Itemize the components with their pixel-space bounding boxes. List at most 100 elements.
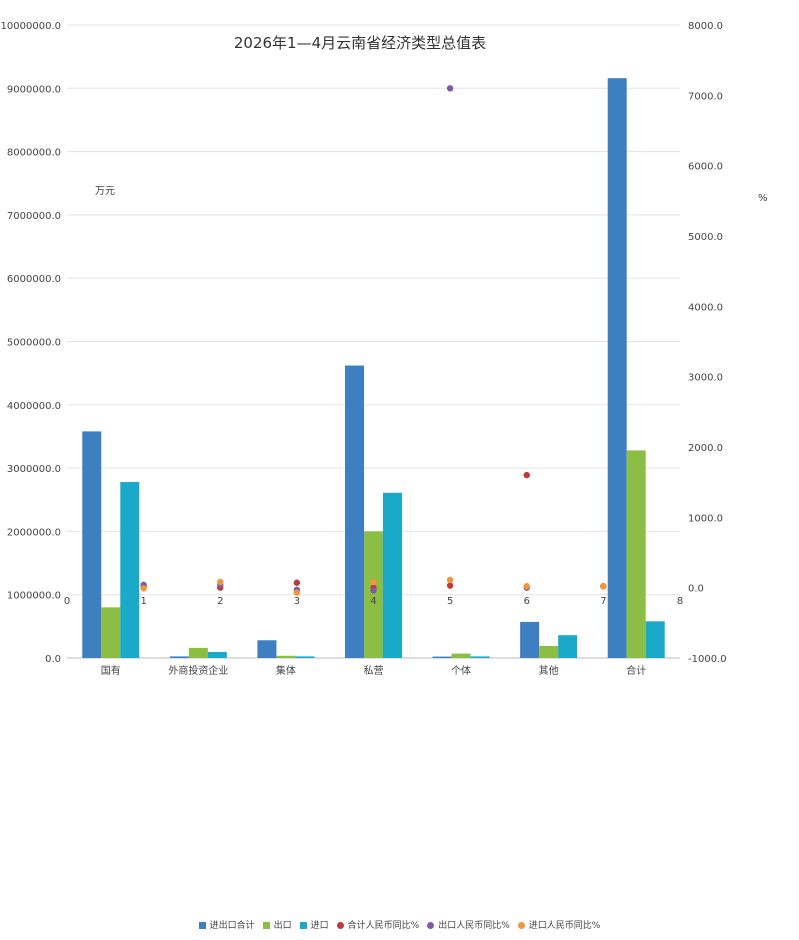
bar: [432, 656, 452, 658]
legend-label: 进出口合计: [209, 921, 255, 931]
bar: [169, 656, 189, 658]
scatter-point: [370, 587, 377, 594]
bar: [257, 640, 277, 658]
bar: [276, 655, 296, 658]
secondary-x-tick-label: 1: [140, 596, 146, 607]
legend-label: 出口人民币同比%: [438, 921, 510, 931]
legend-label: 出口: [273, 921, 292, 931]
secondary-x-tick-label: 5: [447, 596, 453, 607]
right-tick-label: 2000.0: [688, 443, 723, 454]
bar: [645, 621, 665, 658]
right-unit-label: %: [758, 193, 768, 204]
left-tick-label: 2000000.0: [7, 527, 61, 538]
legend-dot-swatch: [427, 922, 435, 929]
category-label: 私营: [364, 664, 384, 677]
bar: [520, 621, 540, 658]
legend: 进出口合计 出口 进口 合计人民币同比% 出口人民币同比% 进口人民币同比%: [0, 918, 799, 931]
left-tick-label: 9000000.0: [7, 84, 61, 95]
bar: [120, 482, 140, 658]
bar: [188, 647, 208, 658]
scatter-point: [140, 585, 147, 592]
bar: [539, 645, 559, 658]
right-tick-label: 3000.0: [688, 373, 723, 384]
legend-item: 进出口合计: [198, 918, 255, 931]
bar: [470, 656, 490, 658]
right-axis: -1000.0 0.0 1000.0 2000.0 3000.0 4000.0 5000.0…: [688, 21, 727, 665]
bar: [345, 365, 364, 658]
right-tick-label: 0.0: [688, 584, 704, 595]
bar: [101, 607, 121, 658]
left-tick-label: 6000000.0: [7, 274, 61, 285]
category-label: 合计: [626, 664, 646, 677]
scatter-point: [293, 589, 301, 596]
bar-layer: [82, 78, 665, 658]
legend-item: 进口: [299, 918, 329, 931]
category-label: 集体: [276, 664, 296, 677]
legend-item: 进口人民币同比%: [517, 918, 601, 931]
left-tick-label: 1000000.0: [7, 591, 61, 602]
secondary-x-tick-label: 7: [600, 596, 606, 607]
bar: [364, 531, 383, 658]
secondary-x-tick-label: 6: [524, 596, 530, 607]
chart-canvas: 0.0 1000000.0 2000000.0 3000000.0 4000000.0 5…: [1, 21, 768, 677]
left-tick-label: 8000000.0: [7, 148, 61, 159]
scatter-point: [446, 576, 454, 584]
legend-dot-swatch: [517, 922, 525, 929]
gridlines: [67, 24, 680, 659]
left-axis: 0.0 1000000.0 2000000.0 3000000.0 4000000.0 5…: [1, 21, 61, 665]
category-label: 国有: [101, 664, 121, 677]
secondary-x-tick-label: 4: [370, 596, 376, 607]
left-tick-label: 3000000.0: [7, 464, 61, 475]
scatter-point: [523, 583, 530, 590]
scatter-point: [600, 583, 607, 590]
secondary-x-tick-label: 0: [64, 596, 70, 607]
chart-title: 2026年1—4月云南省经济类型总值表: [234, 34, 486, 52]
scatter-point: [217, 578, 224, 586]
left-tick-label: 7000000.0: [7, 211, 61, 222]
legend-square-swatch: [198, 922, 206, 929]
legend-square-swatch: [262, 922, 270, 929]
scatter-point: [446, 582, 454, 589]
secondary-x-tick-label: 2: [217, 596, 223, 607]
legend-item: 合计人民币同比%: [336, 918, 420, 931]
left-tick-label: 0.0: [45, 654, 61, 665]
bar: [607, 78, 627, 658]
right-tick-label: 5000.0: [688, 232, 723, 243]
bar: [207, 651, 227, 658]
scatter-point: [370, 578, 377, 586]
legend-item: 出口: [262, 918, 292, 931]
bar: [295, 656, 315, 658]
scatter-point: [523, 471, 530, 479]
right-tick-label: 4000.0: [688, 302, 723, 313]
secondary-x-axis: 0 1 2 3 4 5 6 7 8: [64, 596, 683, 607]
legend-label: 进口: [310, 921, 329, 931]
right-tick-label: 7000.0: [688, 91, 723, 102]
legend-dot-swatch: [336, 922, 344, 929]
bar: [451, 653, 471, 658]
scatter-point: [293, 579, 301, 586]
left-tick-label: 4000000.0: [7, 401, 61, 412]
left-unit-label: 万元: [95, 186, 115, 197]
bar: [383, 492, 402, 658]
legend-item: 出口人民币同比%: [427, 918, 510, 931]
legend-label: 进口人民币同比%: [528, 921, 601, 931]
scatter-point: [446, 85, 454, 92]
secondary-x-tick-label: 8: [677, 596, 683, 607]
legend-label: 合计人民币同比%: [347, 921, 420, 931]
right-tick-label: 1000.0: [688, 513, 723, 524]
category-label: 外商投资企业: [168, 664, 228, 677]
legend-square-swatch: [299, 922, 307, 929]
category-label: 其他: [539, 664, 559, 677]
category-label: 个体: [451, 665, 471, 677]
right-tick-label: 6000.0: [688, 162, 723, 173]
category-axis: 国有 外商投资企业 集体 私营 个体 其他 合计: [101, 664, 646, 677]
bar: [558, 635, 578, 658]
secondary-x-tick-label: 3: [294, 596, 300, 607]
left-tick-label: 5000000.0: [7, 338, 61, 349]
left-tick-label: 10000000.0: [1, 21, 61, 32]
right-tick-label: 8000.0: [688, 21, 723, 32]
bar: [82, 431, 102, 658]
bar: [626, 450, 646, 658]
right-tick-label: -1000.0: [688, 654, 727, 665]
scatter-layer: [140, 85, 607, 596]
